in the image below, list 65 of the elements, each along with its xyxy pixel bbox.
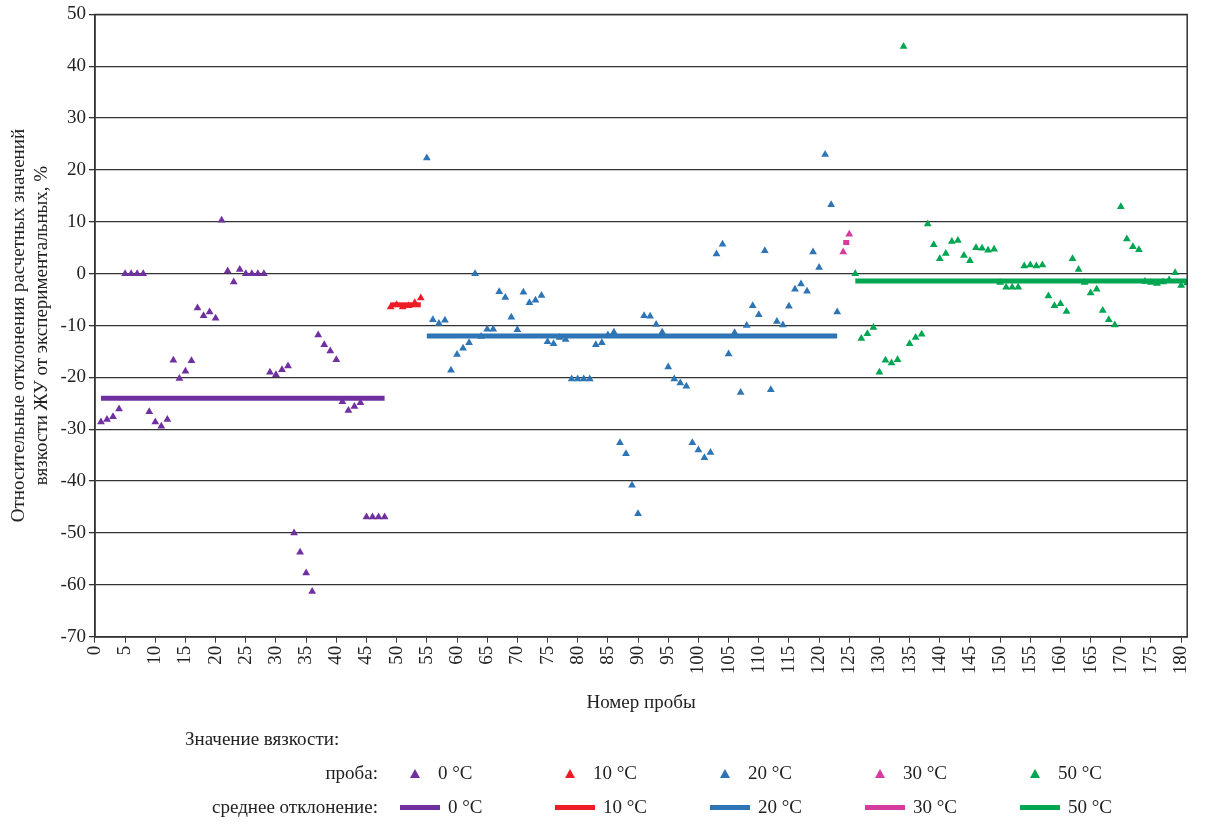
x-axis-title: Номер пробы (586, 690, 696, 712)
x-tick-label: 100 (686, 645, 708, 675)
y-tick-label: -10 (60, 313, 86, 335)
y-tick-label: 40 (66, 54, 86, 76)
legend-label: 50 °C (1058, 762, 1103, 784)
legend-label: 20 °C (758, 796, 803, 818)
legend-label: 10 °C (593, 762, 638, 784)
x-tick-label: 135 (897, 645, 919, 675)
x-tick-label: 0 (82, 645, 104, 656)
x-tick-label: 180 (1169, 645, 1191, 675)
legend-label: 50 °C (1068, 796, 1113, 818)
x-tick-label: 15 (173, 645, 195, 665)
y-tick-label: -20 (60, 365, 86, 387)
x-tick-label: 120 (807, 645, 829, 675)
x-tick-label: 80 (565, 645, 587, 665)
x-tick-label: 65 (475, 645, 497, 665)
x-tick-label: 60 (444, 645, 466, 665)
y-tick-label: -60 (60, 572, 86, 594)
y-tick-label: -50 (60, 520, 86, 542)
y-tick-label: 30 (66, 106, 86, 128)
legend-label: 0 °C (438, 762, 473, 784)
legend-label: 30 °C (913, 796, 958, 818)
legend-label: 30 °C (903, 762, 948, 784)
x-tick-label: 130 (867, 645, 889, 675)
x-tick-label: 30 (263, 645, 285, 665)
legend-label: 0 °C (448, 796, 483, 818)
legend-label: 20 °C (748, 762, 793, 784)
x-tick-label: 25 (233, 645, 255, 665)
x-tick-label: 10 (143, 645, 165, 665)
x-tick-label: 145 (957, 645, 979, 675)
x-tick-label: 110 (746, 645, 768, 674)
x-tick-label: 5 (113, 645, 135, 656)
x-tick-label: 115 (776, 645, 798, 674)
x-tick-label: 175 (1138, 645, 1160, 675)
text: среднее отклонение: (211, 796, 379, 818)
y-axis-title: Относительные отклонения расчетных значений вязкости ЖУ от экспериментальных, % (7, 128, 52, 523)
y-tick-label: -30 (60, 417, 86, 439)
x-tick-label: 20 (203, 645, 225, 665)
x-tick-label: 85 (595, 645, 617, 665)
x-tick-label: 170 (1108, 645, 1130, 675)
x-tick-label: 50 (384, 645, 406, 665)
x-tick-label: 155 (1018, 645, 1040, 675)
x-tick-label: 165 (1078, 645, 1100, 675)
x-tick-label: 160 (1048, 645, 1070, 675)
x-tick-label: 125 (837, 645, 859, 675)
legend-title: Значение вязкости: (184, 727, 341, 751)
y-tick-label: 10 (66, 209, 86, 231)
y-tick-label: 0 (76, 261, 86, 283)
y-tick-label: -40 (60, 469, 86, 491)
x-tick-label: 140 (927, 645, 949, 675)
x-tick-label: 45 (354, 645, 376, 665)
x-tick-label: 105 (716, 645, 738, 675)
x-tick-label: 95 (656, 645, 678, 665)
y-tick-label: 50 (66, 2, 86, 24)
y-tick-label: 20 (66, 157, 86, 179)
text: проба: (324, 762, 379, 784)
x-tick-label: 35 (294, 645, 316, 665)
x-tick-label: 150 (988, 645, 1010, 675)
x-tick-label: 75 (535, 645, 557, 665)
x-tick-label: 55 (414, 645, 436, 665)
x-tick-label: 70 (505, 645, 527, 665)
x-tick-label: 40 (324, 645, 346, 665)
legend-label: 10 °C (603, 796, 648, 818)
y-tick-label: -70 (60, 624, 86, 646)
x-tick-label: 90 (626, 645, 648, 665)
